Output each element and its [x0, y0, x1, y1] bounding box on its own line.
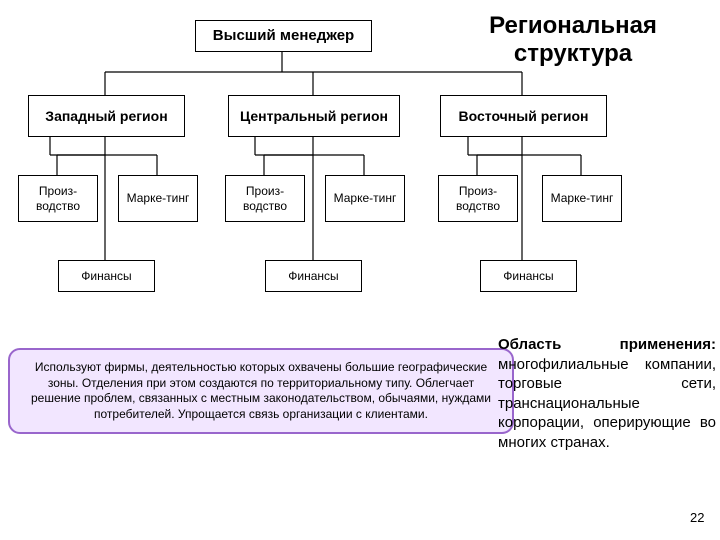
node-e-mkt: Марке-тинг: [542, 175, 622, 222]
node-c-fin: Финансы: [265, 260, 362, 292]
page-number: 22: [690, 510, 704, 525]
node-w-prod: Произ-водство: [18, 175, 98, 222]
node-w-mkt: Марке-тинг: [118, 175, 198, 222]
node-c-prod: Произ-водство: [225, 175, 305, 222]
node-e-fin: Финансы: [480, 260, 577, 292]
node-e-prod: Произ-водство: [438, 175, 518, 222]
node-w-fin: Финансы: [58, 260, 155, 292]
application-scope: Область применения: многофилиальные комп…: [498, 335, 716, 452]
application-scope-body: многофилиальные компании, торговые сети,…: [498, 356, 716, 451]
node-east: Восточный регион: [440, 95, 607, 137]
node-west: Западный регион: [28, 95, 185, 137]
slide-title: Региональная структура: [448, 12, 698, 68]
node-c-mkt: Марке-тинг: [325, 175, 405, 222]
node-center: Центральный регион: [228, 95, 400, 137]
node-root: Высший менеджер: [195, 20, 372, 52]
application-scope-heading: Область применения:: [498, 336, 716, 353]
callout-usage: Используют фирмы, деятельностью которых …: [8, 348, 514, 434]
